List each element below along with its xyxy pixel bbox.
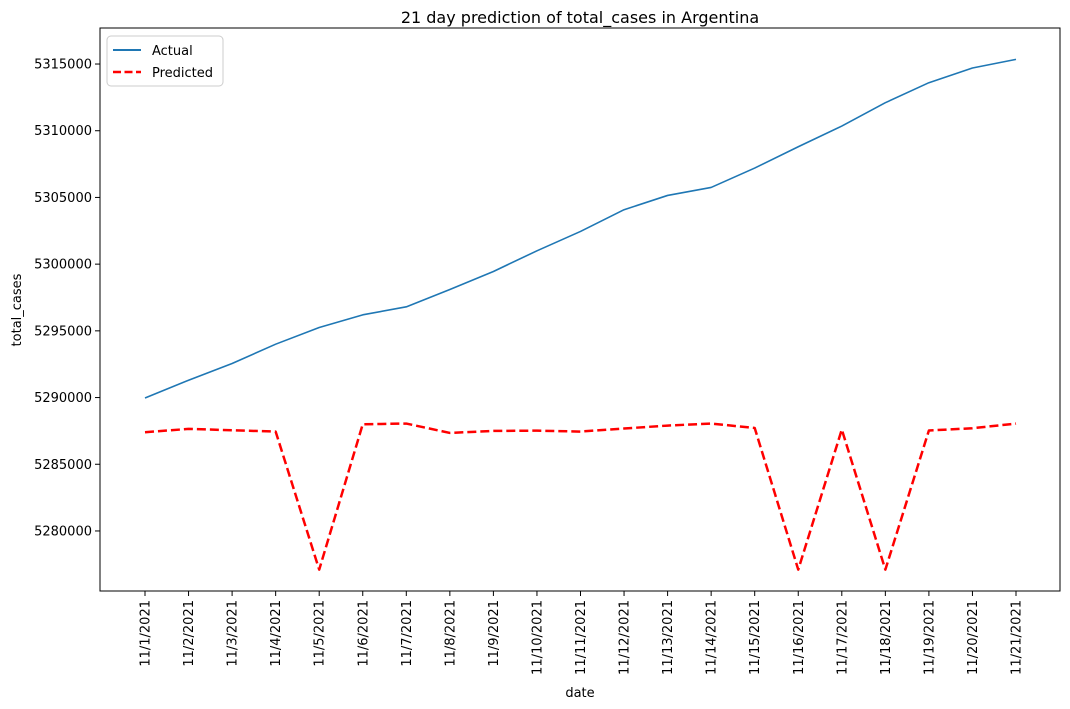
x-tick-label: 11/11/2021 — [574, 600, 589, 675]
chart-title: 21 day prediction of total_cases in Arge… — [401, 8, 759, 28]
x-tick-label: 11/8/2021 — [443, 600, 458, 667]
series-actual-line — [144, 58, 1017, 399]
y-tick-label: 5285000 — [34, 458, 92, 473]
x-tick-label: 11/1/2021 — [139, 600, 154, 667]
series-lines — [144, 58, 1017, 571]
series-predicted-line — [144, 422, 1017, 571]
y-tick-label: 5300000 — [34, 258, 92, 273]
x-tick-label: 11/4/2021 — [269, 600, 284, 667]
x-tick-label: 11/21/2021 — [1010, 600, 1025, 675]
x-tick-label: 11/12/2021 — [618, 600, 633, 675]
x-tick-label: 11/18/2021 — [879, 600, 894, 675]
x-tick-label: 11/6/2021 — [356, 600, 371, 667]
x-axis-label: date — [565, 686, 594, 701]
x-axis: 11/1/2021 11/2/2021 11/3/2021 11/4/2021 11/5… — [139, 591, 1025, 675]
x-tick-label: 11/14/2021 — [705, 600, 720, 675]
x-tick-label: 11/5/2021 — [313, 600, 328, 667]
legend-predicted-label: Predicted — [152, 66, 213, 81]
y-axis-label: total_cases — [10, 273, 25, 346]
x-tick-label: 11/20/2021 — [966, 600, 981, 675]
legend-box — [106, 35, 224, 87]
x-tick-label: 11/16/2021 — [792, 600, 807, 675]
x-tick-label: 11/19/2021 — [922, 600, 937, 675]
x-tick-label: 11/2/2021 — [182, 600, 197, 667]
plot-area — [99, 27, 1061, 592]
y-tick-label: 5315000 — [34, 58, 92, 73]
x-tick-label: 11/7/2021 — [400, 600, 415, 667]
x-tick-label: 11/10/2021 — [530, 600, 545, 675]
x-tick-label: 11/15/2021 — [748, 600, 763, 675]
x-tick-label: 11/17/2021 — [835, 600, 850, 675]
y-tick-label: 5310000 — [34, 124, 92, 139]
x-tick-label: 11/3/2021 — [226, 600, 241, 667]
x-tick-label: 11/13/2021 — [661, 600, 676, 675]
legend-actual-label: Actual — [152, 44, 193, 59]
x-tick-label: 11/9/2021 — [487, 600, 502, 667]
y-tick-label: 5295000 — [34, 324, 92, 339]
y-tick-label: 5305000 — [34, 191, 92, 206]
y-tick-label: 5280000 — [34, 524, 92, 539]
y-axis: 5280000 5285000 5290000 5295000 5300000 53050… — [34, 58, 100, 539]
y-tick-label: 5290000 — [34, 391, 92, 406]
legend: Actual Predicted — [106, 35, 224, 87]
